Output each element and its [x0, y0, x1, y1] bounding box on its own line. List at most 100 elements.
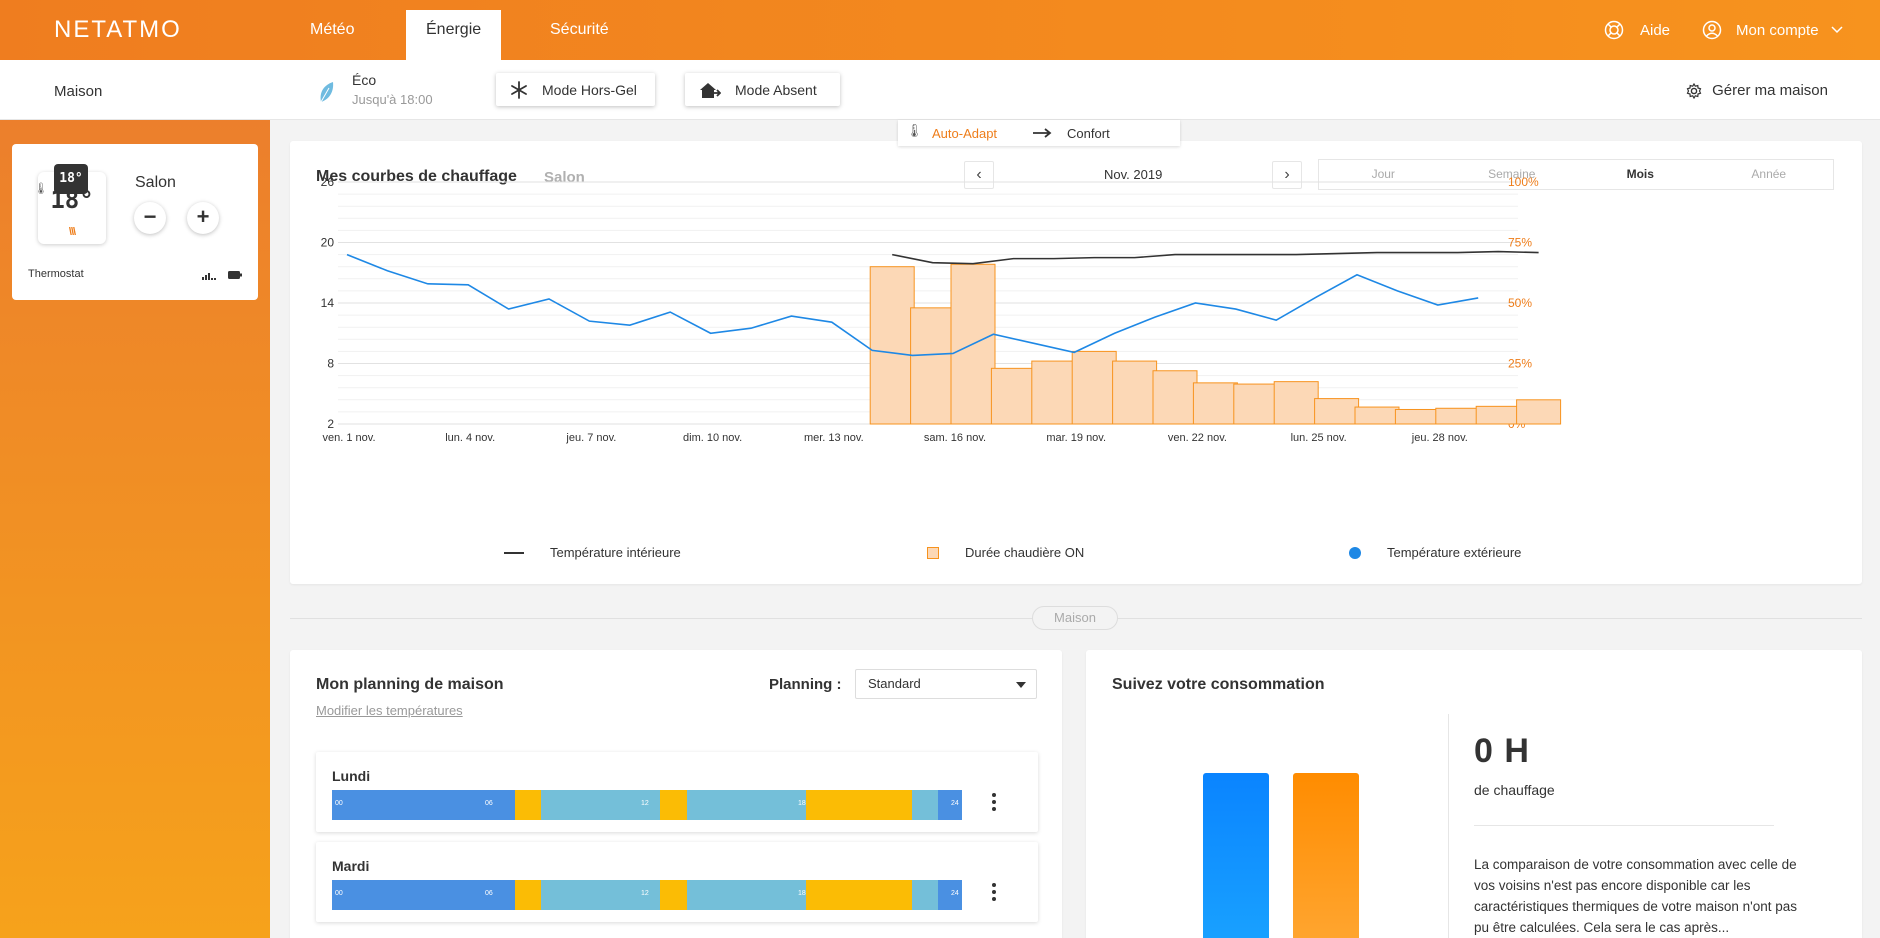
help-label: Aide [1640, 21, 1671, 39]
x-tick-label: jeu. 28 nov. [1411, 432, 1468, 444]
current-mode[interactable]: Éco Jusqu'à 18:00 [318, 72, 433, 107]
boiler-bar [1031, 360, 1077, 425]
frost-mode-label: Mode Hors-Gel [542, 81, 637, 98]
help-link[interactable]: Aide [1604, 0, 1670, 60]
segment-comfort [806, 790, 912, 820]
frost-mode-button[interactable]: Mode Hors-Gel [496, 73, 655, 106]
boiler-bar [990, 367, 1036, 425]
day-name: Lundi [332, 768, 371, 784]
period-selector: Jour Semaine Mois Année [1318, 159, 1834, 190]
heating-chart: 281420260%25%50%75%100%ven. 1 nov.lun. 4… [321, 175, 1562, 444]
user-icon [1702, 20, 1722, 40]
account-label: Mon compte [1736, 21, 1819, 39]
outdoor-temp-line [346, 253, 1479, 357]
bar-legend-icon [927, 546, 939, 559]
planning-title: Mon planning de maison [316, 676, 504, 693]
leaf-icon [320, 82, 334, 103]
tab-energie[interactable]: Énergie [406, 10, 502, 60]
increase-temp-button[interactable]: + [187, 202, 219, 234]
planning-selected: Standard [868, 676, 921, 691]
boiler-bar [1192, 382, 1238, 425]
next-month-button[interactable]: › [1272, 161, 1302, 189]
boiler-bar [1233, 383, 1279, 425]
y-tick-label: 2 [327, 417, 334, 431]
x-tick-label: ven. 1 nov. [323, 432, 376, 444]
decrease-temp-button[interactable]: − [134, 202, 166, 234]
hour-label: 00 [335, 890, 343, 897]
x-tick-label: lun. 4 nov. [445, 432, 495, 444]
day-name: Mardi [332, 858, 370, 874]
period-day[interactable]: Jour [1371, 167, 1395, 181]
room-card-salon[interactable]: 18° \\\ 18° 🌡 Salon − + Thermostat [12, 144, 258, 300]
segment-comfort [660, 880, 687, 910]
period-week[interactable]: Semaine [1488, 167, 1536, 181]
chart-title: Mes courbes de chauffage [316, 168, 517, 185]
home-name: Maison [54, 83, 103, 100]
hour-label: 06 [485, 890, 493, 897]
day-schedule-bar[interactable] [332, 880, 962, 910]
line-legend-icon [504, 551, 524, 554]
account-menu[interactable]: Mon compte [1702, 0, 1843, 60]
netatmo-logo[interactable]: NETATMO [54, 16, 182, 43]
planning-select[interactable]: Standard [855, 669, 1037, 699]
legend-outdoor-label: Température extérieure [1387, 545, 1522, 560]
prev-month-button[interactable]: ‹ [964, 161, 994, 189]
away-mode-label: Mode Absent [735, 81, 817, 98]
x-tick-label: jeu. 7 nov. [565, 432, 616, 444]
away-mode-button[interactable]: Mode Absent [685, 73, 840, 106]
segment-night [332, 880, 515, 910]
day-schedule-bar[interactable] [332, 790, 962, 820]
tab-securite[interactable]: Sécurité [550, 21, 609, 38]
boiler-bar [1435, 407, 1481, 425]
boiler-bar [1354, 406, 1400, 425]
manage-home-link[interactable]: Gérer ma maison [1686, 82, 1828, 99]
day-row-lundi[interactable]: Lundi 00 06 12 18 24 [316, 752, 1038, 832]
indoor-temp-line [892, 250, 1539, 265]
mode-title: Éco [352, 72, 377, 88]
chevron-down-icon [1831, 26, 1843, 34]
mode-auto-adapt[interactable]: Auto-Adapt [932, 125, 998, 141]
segment-eco [687, 880, 806, 910]
segment-comfort [660, 790, 687, 820]
heating-hours: 0 H [1474, 732, 1530, 770]
edit-temperatures-link[interactable]: Modifier les températures [316, 703, 463, 718]
boiler-bar [1071, 350, 1117, 425]
consumption-divider [1448, 714, 1449, 938]
segment-comfort [515, 790, 541, 820]
hour-label: 24 [951, 800, 959, 807]
legend-boiler: Durée chaudière ON [927, 545, 1084, 560]
segment-eco [912, 790, 938, 820]
boiler-bar [1516, 399, 1562, 425]
y-tick-label: 26 [321, 175, 335, 189]
day-menu-icon[interactable] [991, 883, 997, 904]
top-nav: NETATMO Météo Énergie Sécurité Aide Mon … [0, 0, 1880, 60]
x-tick-label: mar. 19 nov. [1046, 432, 1106, 444]
hour-label: 18 [798, 890, 806, 897]
tab-meteo[interactable]: Météo [310, 21, 355, 38]
hour-ticks: 00 06 12 18 24 [332, 880, 962, 910]
day-menu-icon[interactable] [991, 793, 997, 814]
heating-unit: de chauffage [1474, 782, 1555, 798]
boiler-bar [1152, 370, 1198, 425]
y2-tick-label: 25% [1508, 357, 1532, 371]
x-tick-label: lun. 25 nov. [1291, 432, 1347, 444]
caret-down-icon [1016, 682, 1026, 688]
month-label: Nov. 2019 [1104, 167, 1163, 182]
heating-curves-card: Mes courbes de chauffage Salon ‹ Nov. 20… [290, 141, 1862, 584]
mode-confort[interactable]: Confort [1067, 125, 1110, 141]
boiler-bar [869, 266, 915, 425]
legend-boiler-label: Durée chaudière ON [965, 545, 1085, 560]
y-tick-label: 8 [327, 357, 334, 371]
period-year[interactable]: Année [1751, 167, 1787, 181]
consumption-card: Suivez votre consommation 0 H de chauffa… [1086, 650, 1862, 938]
lifebuoy-icon [1604, 20, 1624, 40]
segment-night [938, 790, 962, 820]
hour-label: 12 [641, 800, 649, 807]
period-month[interactable]: Mois [1626, 167, 1654, 181]
day-row-mardi[interactable]: Mardi 00 06 12 18 24 [316, 842, 1038, 922]
consumption-bar-neighbours [1293, 773, 1359, 938]
x-tick-label: mer. 13 nov. [804, 432, 864, 444]
mode-until: Jusqu'à 18:00 [352, 92, 433, 107]
home-bar: Maison Éco Jusqu'à 18:00 Mode Hors-Gel M… [0, 60, 1880, 120]
room-name: Salon [135, 174, 176, 191]
